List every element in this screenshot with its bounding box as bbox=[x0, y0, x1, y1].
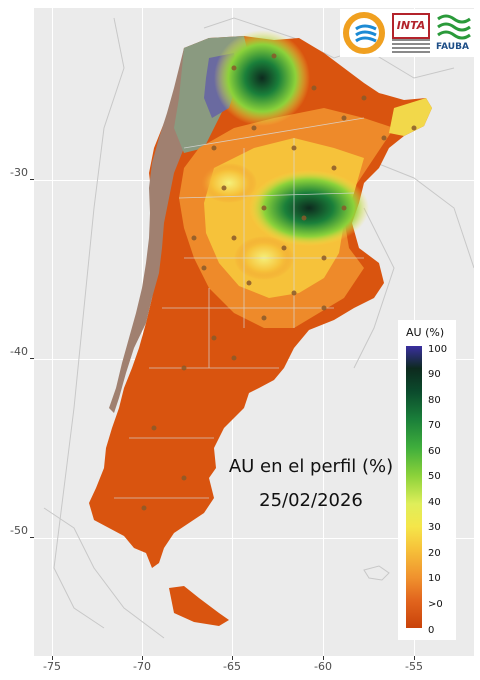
legend-label: 70 bbox=[428, 420, 441, 431]
legend-label: 90 bbox=[428, 369, 441, 380]
x-tickmark bbox=[414, 656, 415, 660]
x-tick-label: -75 bbox=[43, 660, 61, 673]
legend-label: 80 bbox=[428, 395, 441, 406]
x-tick-label: -70 bbox=[133, 660, 151, 673]
station-dots bbox=[141, 53, 417, 511]
malvinas bbox=[363, 565, 390, 581]
x-tick-label: -60 bbox=[314, 660, 332, 673]
gridline bbox=[323, 8, 324, 656]
province-borders bbox=[114, 117, 365, 499]
x-tickmark bbox=[142, 656, 143, 660]
yellow-blob bbox=[201, 163, 257, 203]
logo-fauba-icon bbox=[437, 14, 471, 40]
y-tickmark bbox=[30, 179, 34, 180]
x-tick-label: -65 bbox=[223, 660, 241, 673]
gridline bbox=[142, 8, 143, 656]
legend-label: 10 bbox=[428, 573, 441, 584]
x-tickmark bbox=[52, 656, 53, 660]
y-tick-label: -30 bbox=[10, 166, 28, 179]
map-title: AU en el perfil (%) bbox=[228, 456, 394, 477]
soil-moisture-map bbox=[43, 17, 474, 639]
map-date: 25/02/2026 bbox=[259, 490, 363, 511]
legend: AU (%) 100 90 80 70 60 50 40 30 20 10 >0… bbox=[398, 320, 456, 640]
legend-label: 100 bbox=[428, 344, 448, 355]
legend-label: 60 bbox=[428, 446, 441, 457]
wet-zone-north bbox=[214, 30, 310, 126]
wet-zone-center bbox=[249, 170, 369, 246]
x-tickmark bbox=[232, 656, 233, 660]
legend-colorbar bbox=[406, 346, 422, 628]
misiones bbox=[389, 98, 432, 136]
map-panel bbox=[34, 8, 474, 656]
logo-circle-icon bbox=[343, 12, 385, 54]
legend-label: 30 bbox=[428, 522, 441, 533]
tierra-del-fuego bbox=[169, 586, 229, 626]
y-tickmark bbox=[30, 537, 34, 538]
logo-fauba-text: FAUBA bbox=[436, 42, 469, 52]
legend-label: >0 bbox=[428, 599, 443, 610]
gridline bbox=[34, 538, 474, 539]
legend-label: 50 bbox=[428, 471, 441, 482]
legend-label: 20 bbox=[428, 548, 441, 559]
gridline bbox=[52, 8, 53, 656]
y-tick-label: -40 bbox=[10, 345, 28, 358]
y-tick-label: -50 bbox=[10, 524, 28, 537]
x-tick-label: -55 bbox=[405, 660, 423, 673]
legend-label: 0 bbox=[428, 625, 435, 636]
logo-inta-bars bbox=[392, 39, 430, 53]
andes-no-data bbox=[109, 38, 219, 413]
logo-inta: INTA bbox=[392, 13, 430, 39]
legend-title: AU (%) bbox=[406, 326, 445, 339]
y-tickmark bbox=[30, 358, 34, 359]
neighbor-borders bbox=[43, 17, 474, 639]
logos: INTA FAUBA bbox=[340, 9, 474, 57]
legend-label: 40 bbox=[428, 497, 441, 508]
x-tickmark bbox=[323, 656, 324, 660]
